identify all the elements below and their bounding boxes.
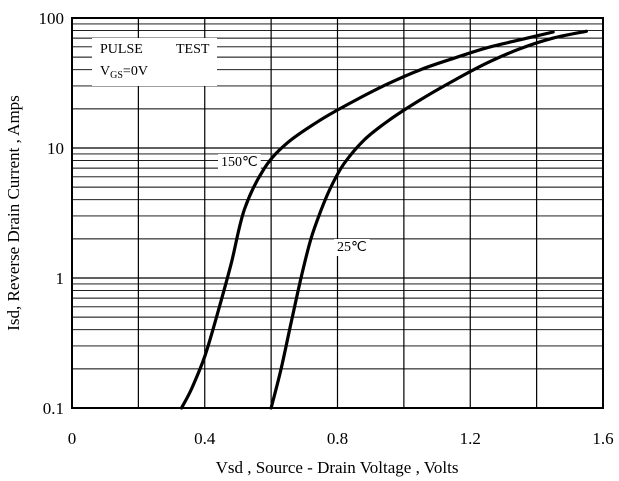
curves: [179, 29, 588, 410]
x-tick-label: 0.4: [194, 429, 216, 448]
x-tick-label: 1.2: [460, 429, 481, 448]
annotation-pulse: PULSE: [100, 42, 143, 57]
y-tick-label: 100: [39, 9, 65, 28]
annotation-background: [92, 38, 217, 86]
series-label-25c: 25℃: [337, 240, 367, 255]
grid: [71, 17, 604, 409]
annotation-vgs-symbol: VGS=0V: [100, 64, 148, 81]
series-label-150c: 150℃: [221, 155, 258, 170]
y-tick-label: 1: [56, 269, 65, 288]
x-tick-label: 0.8: [327, 429, 348, 448]
y-tick-labels: 0.1 1 10 100: [39, 9, 65, 418]
y-tick-label: 10: [47, 139, 64, 158]
y-tick-label: 0.1: [43, 399, 64, 418]
series-line-1: [269, 29, 588, 410]
series-label-background: [218, 154, 261, 171]
series-label-background: [334, 239, 370, 256]
x-axis-title: Vsd , Source - Drain Voltage , Volts: [216, 458, 459, 477]
x-tick-labels: 0 0.4 0.8 1.2 1.6: [68, 429, 614, 448]
plot-frame: [71, 17, 604, 409]
label-backgrounds: [218, 154, 370, 256]
x-tick-label: 0: [68, 429, 77, 448]
y-axis-title: Isd, Reverse Drain Current , Amps: [4, 95, 23, 331]
annotation-test: TEST: [176, 42, 210, 57]
x-tick-label: 1.6: [592, 429, 613, 448]
annotation-vgs-sub: GS: [110, 70, 123, 81]
annotation-vgs-value: =0V: [123, 64, 148, 79]
annotation-vgs-main: V: [100, 64, 110, 79]
series-line-0: [179, 30, 555, 410]
